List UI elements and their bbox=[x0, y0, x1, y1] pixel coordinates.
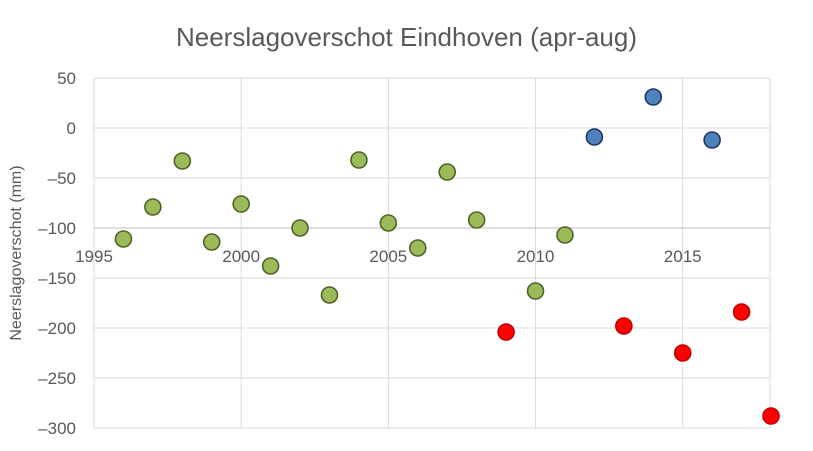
data-point bbox=[144, 198, 162, 216]
data-point bbox=[173, 152, 192, 170]
y-tick-label: 50 bbox=[57, 69, 76, 88]
data-point bbox=[497, 323, 515, 341]
data-point bbox=[467, 211, 486, 229]
grid-lines bbox=[93, 77, 771, 429]
data-point bbox=[261, 257, 280, 275]
data-points bbox=[114, 88, 780, 425]
data-point bbox=[673, 344, 692, 362]
x-tick-label: 2010 bbox=[517, 247, 555, 266]
data-point bbox=[320, 286, 339, 304]
data-point bbox=[644, 88, 663, 106]
data-point bbox=[408, 239, 427, 257]
x-tick-label: 2005 bbox=[369, 247, 407, 266]
data-point bbox=[526, 282, 545, 300]
data-point bbox=[350, 151, 368, 169]
y-tick-label: –150 bbox=[38, 269, 76, 288]
x-axis-ticks: 1995 2000 2005 2010 2015 bbox=[75, 247, 702, 266]
x-tick-label: 1995 bbox=[75, 247, 113, 266]
data-point bbox=[438, 163, 457, 181]
data-point bbox=[703, 131, 721, 149]
x-tick-label: 2015 bbox=[664, 247, 702, 266]
data-point bbox=[114, 230, 133, 248]
data-point bbox=[202, 233, 221, 251]
chart-title: Neerslagoverschot Eindhoven (apr-aug) bbox=[175, 22, 638, 52]
y-tick-label: –250 bbox=[38, 369, 76, 388]
data-point bbox=[732, 303, 751, 321]
data-point bbox=[762, 407, 780, 425]
data-point bbox=[585, 128, 604, 146]
data-point bbox=[556, 226, 574, 244]
y-tick-label: –50 bbox=[48, 169, 76, 188]
data-point bbox=[232, 195, 250, 213]
data-point bbox=[291, 219, 309, 237]
y-tick-label: –100 bbox=[38, 219, 76, 238]
data-point bbox=[615, 317, 633, 335]
data-point bbox=[379, 214, 398, 232]
x-tick-label: 2000 bbox=[222, 247, 260, 266]
y-tick-label: –300 bbox=[38, 419, 76, 438]
y-tick-label: –200 bbox=[38, 319, 76, 338]
y-axis-ticks: 50 0 –50 –100 –150 –200 –250 –300 bbox=[38, 69, 76, 438]
y-tick-label: 0 bbox=[67, 119, 76, 138]
